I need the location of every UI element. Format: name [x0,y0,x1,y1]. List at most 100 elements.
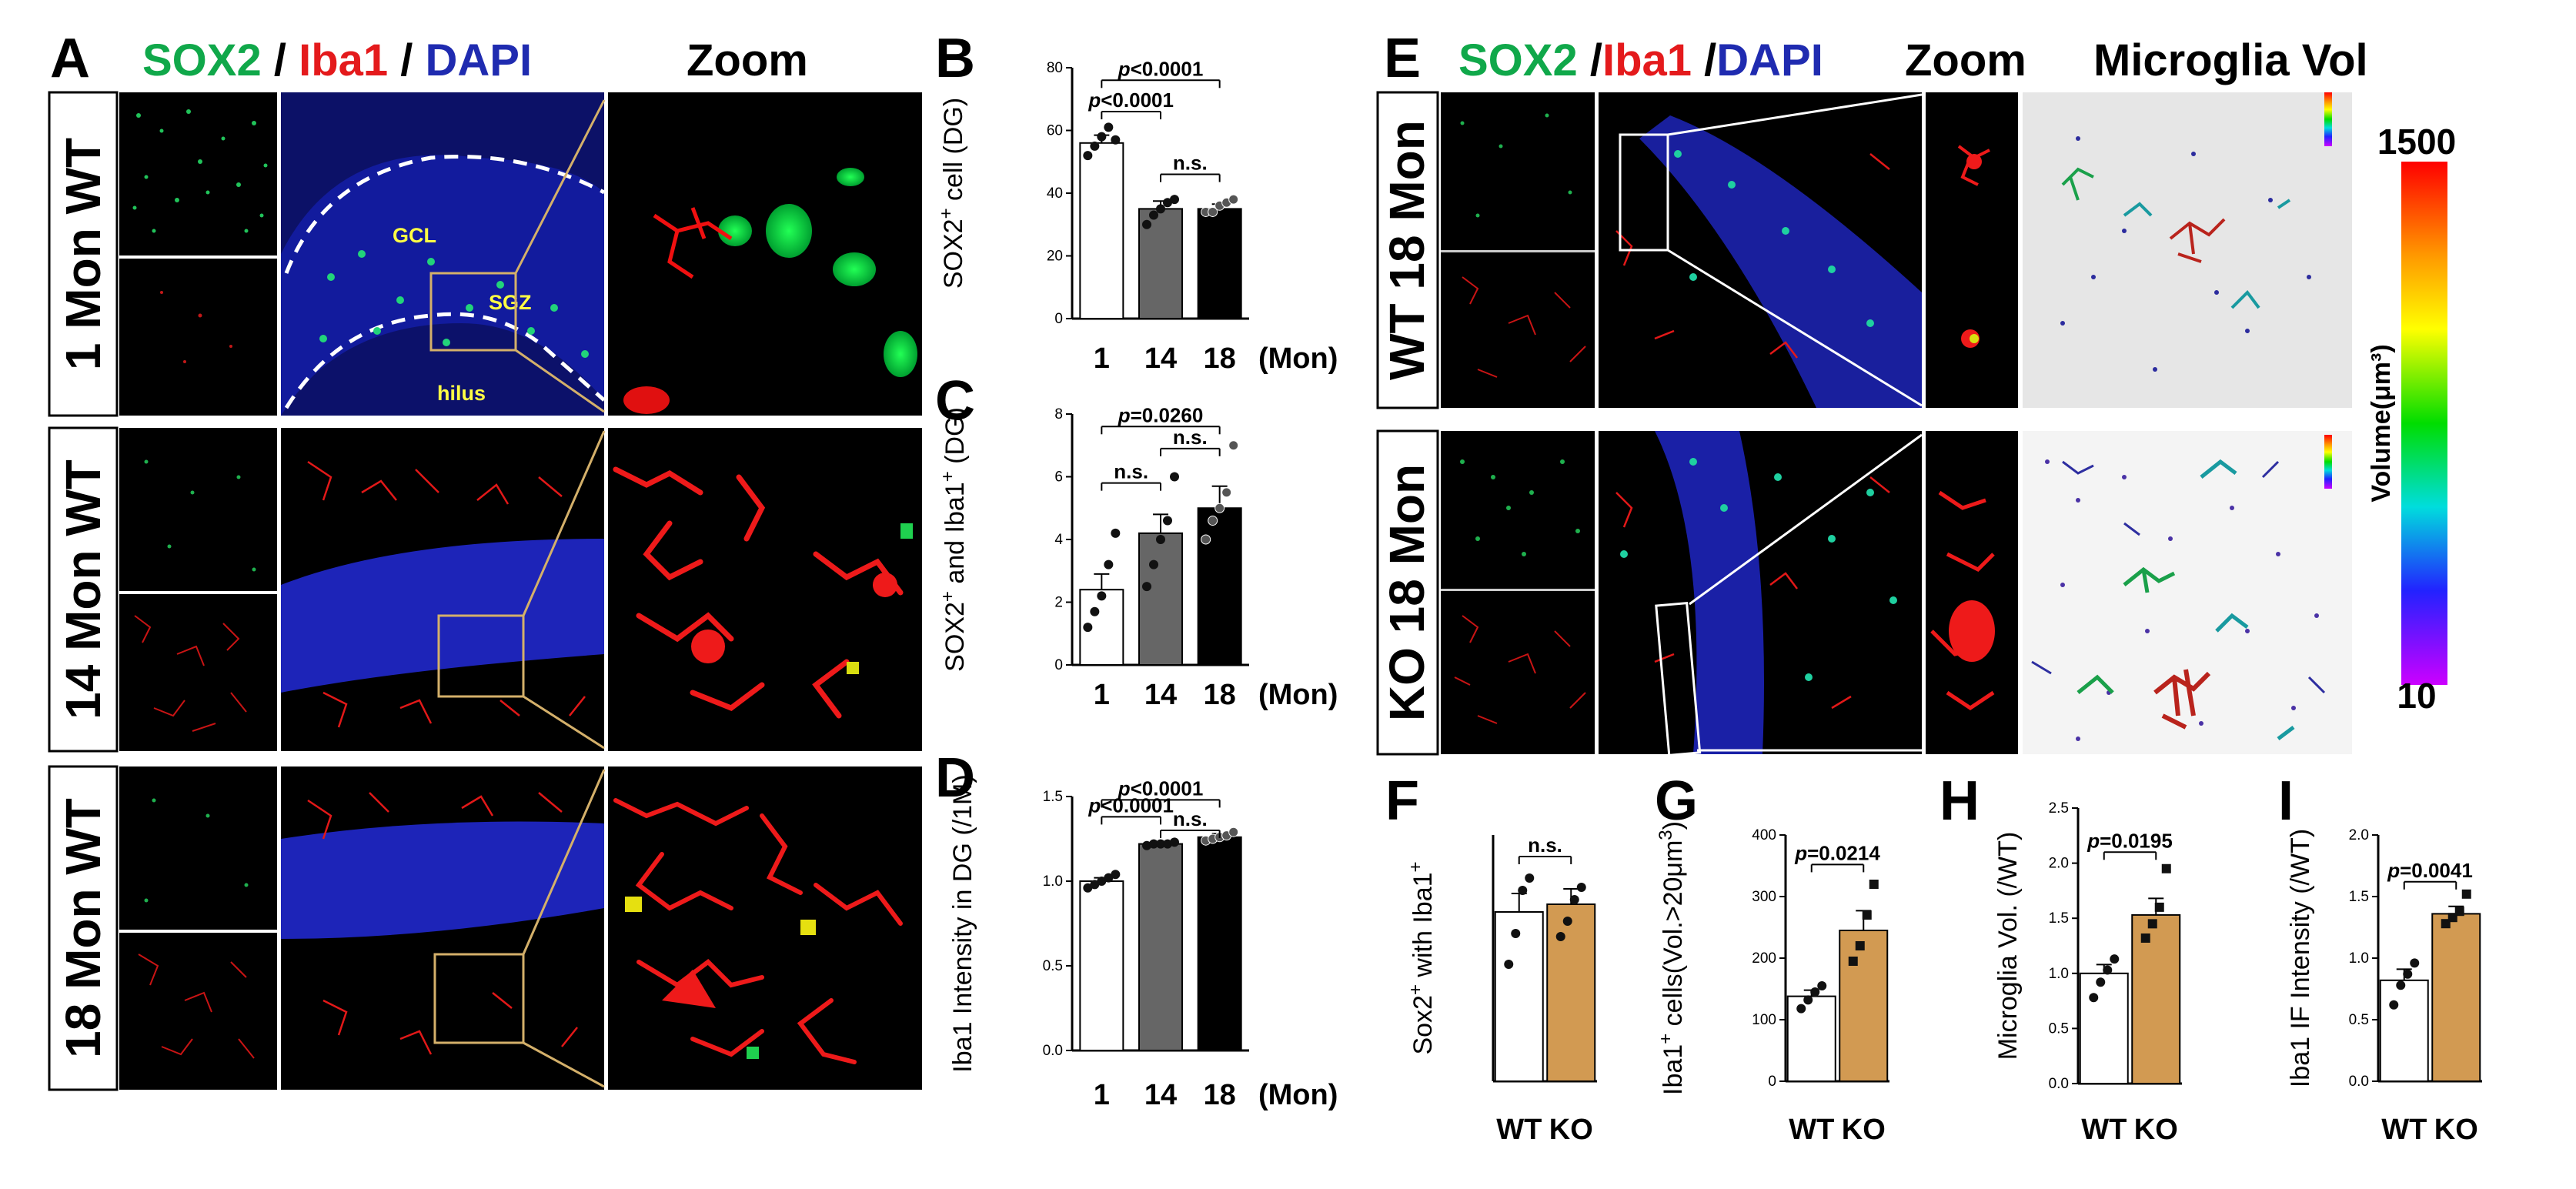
data-point [1104,873,1114,883]
iba1-label: Iba1 [299,35,388,85]
bar-KO [2431,913,2481,1083]
zoom-image [1926,431,2018,754]
chart-b-sox2-cells: 0 20 40 60 80 1 14 18 (Mon) p<0.0001 p<0.0001 n.s. S… [936,57,1338,375]
data-point [1083,883,1093,893]
y-tick-label: 2.0 [2049,856,2069,872]
row-label-wt18: WT 18 Mon [1379,120,1435,380]
data-point [1111,870,1121,880]
sox2-channel-image [1441,92,1595,250]
data-point [2389,1000,2399,1010]
bar-WT [2079,972,2129,1085]
data-point [1796,1004,1806,1014]
bar-WT [1494,911,1544,1082]
x-category-label: KO [2434,1114,2478,1146]
region-gcl: GCL [393,224,436,247]
data-point [1083,151,1093,161]
data-point [1111,528,1121,538]
zoom-image [1926,92,2018,408]
panel-a-row2-images [119,428,922,751]
panel-label-h: H [1940,770,1980,832]
iba1-channel-image [1441,591,1595,754]
data-point [2461,889,2471,899]
significance-label: n.s. [1173,152,1208,175]
significance-label: n.s. [1114,460,1148,483]
x-category-label: WT [1496,1114,1542,1146]
data-point [2154,902,2164,912]
panel-label-c: C [935,370,975,432]
x-category-label: 18 [1204,1079,1236,1111]
significance-label: p<0.0001 [1118,777,1204,800]
y-tick-label: 40 [1047,185,1063,202]
data-point [2410,958,2420,968]
data-point [1817,981,1827,990]
data-point [1810,987,1820,997]
panel-e-row1-images [1441,92,2352,408]
region-sgz: SGZ [489,291,532,314]
data-point [2147,919,2157,929]
chart-h-microglia-vol: 0.0 0.5 1.0 1.5 2.0 2.5 WT KO p=0.0195 Microglia … [1993,800,2182,1146]
data-point [1862,910,1872,920]
data-point [1848,957,1858,966]
data-point [1104,122,1114,132]
data-point [2454,907,2464,917]
row-label-box [48,426,119,753]
data-point [1149,839,1158,849]
data-point [2110,954,2120,964]
x-unit-label: (Mon) [1258,1079,1338,1111]
row-label-box [1376,429,1439,756]
significance-label: n.s. [1173,807,1208,830]
y-tick-label: 0.0 [1043,1043,1063,1059]
zoom-roi-box [1619,133,1669,252]
bar-18 [1197,208,1242,319]
panel-a-channel-legend: SOX2 / Iba1 / DAPI [142,35,532,85]
y-tick-label: 60 [1047,123,1063,139]
data-point [1097,591,1107,601]
y-axis-label: Iba1 IF Intensity (/WT) [2286,829,2315,1087]
sep-1: / [262,35,299,85]
panel-label-e: E [1384,28,1421,89]
x-category-label: 1 [1094,342,1110,375]
data-point [1156,535,1165,544]
bar-18 [1197,507,1242,666]
bar-1 [1079,142,1124,319]
x-category-label: 14 [1144,679,1177,711]
y-tick-label: 1.5 [2349,889,2369,905]
data-point [1569,895,1579,904]
colorbar-gradient [2401,162,2447,685]
bar-1 [1079,880,1124,1051]
data-point [1214,503,1225,513]
x-category-label: KO [1842,1114,1886,1146]
significance-label: p<0.0001 [1088,89,1174,112]
zoom-roi-box [433,953,525,1044]
data-point [1170,837,1179,847]
panel-e-row2-images [1441,431,2352,756]
data-point [1511,929,1521,938]
data-point [1228,440,1239,451]
iba1-channel-image [119,594,277,751]
sep-1: / [1578,35,1602,85]
colorbar-max: 1500 [2377,122,2456,162]
row-label-box [48,91,119,417]
sox2-channel-image [1441,431,1595,589]
x-category-label: 18 [1204,342,1236,375]
y-tick-label: 1.0 [1043,873,1063,890]
volume-colorbar: 1500 10 Volume(μm³) [2367,122,2456,716]
data-point [1555,932,1565,941]
iba1-channel-image [119,259,277,416]
y-tick-label: 20 [1047,249,1063,265]
bar-WT [1786,995,1836,1082]
panel-label-g: G [1655,770,1698,832]
data-point [1170,195,1179,205]
data-point [1156,204,1165,214]
data-point [1104,559,1114,569]
panel-a-row-labels: 1 Mon WT 14 Mon WT 18 Mon WT [48,91,119,1091]
y-tick-label: 0 [1054,657,1063,673]
chart-f-sox2-with-iba1: WT KO n.s. Sox2+ with Iba1+ [1405,833,1597,1146]
panel-e-row-labels: WT 18 Mon KO 18 Mon [1376,91,1439,756]
y-tick-label: 1.5 [2049,910,2069,927]
data-point [1221,487,1232,498]
y-axis-label: Iba1 Intensity in DG (/1M) [948,774,977,1072]
y-tick-label: 0.0 [2349,1074,2369,1090]
panel-label-i: I [2278,770,2294,832]
colorbar-min: 10 [2397,676,2436,716]
